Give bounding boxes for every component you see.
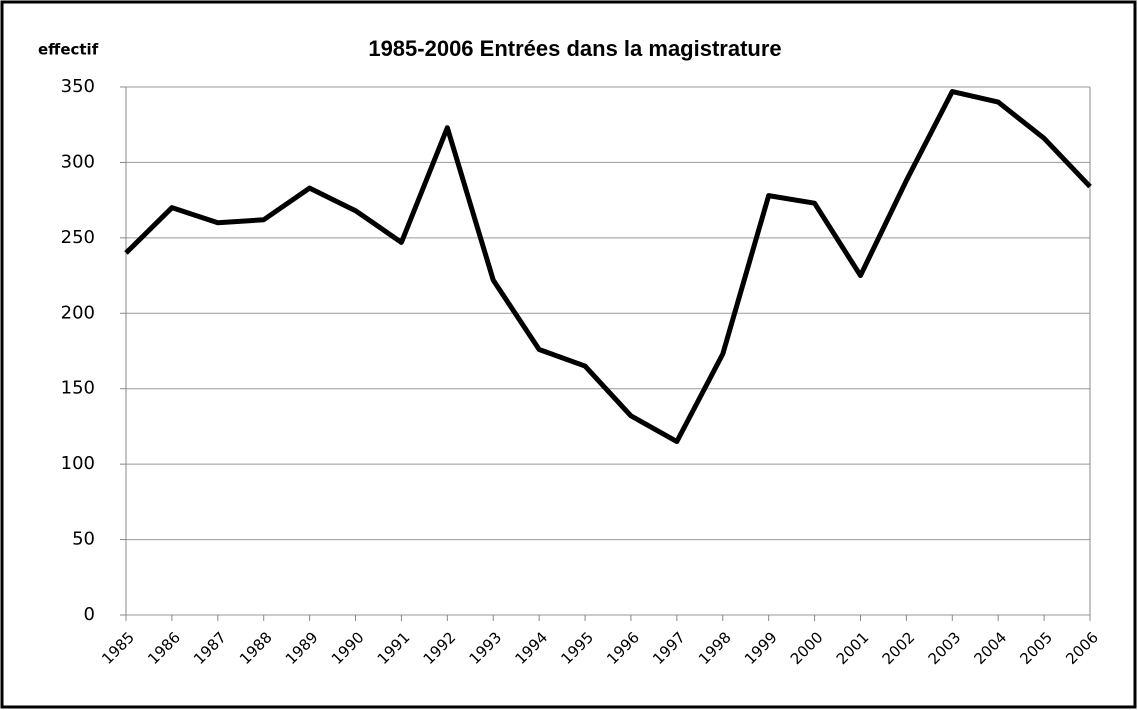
y-tick-label: 150 [61, 378, 95, 399]
y-tick-label: 200 [61, 302, 95, 323]
y-tick-label: 100 [61, 453, 95, 474]
y-axis-label: effectif [38, 41, 99, 59]
y-tick-label: 50 [72, 529, 95, 550]
y-tick-label: 350 [61, 76, 95, 97]
y-tick-label: 0 [84, 604, 95, 625]
chart-title: 1985-2006 Entrées dans la magistrature [368, 36, 781, 61]
data-line [124, 89, 1092, 445]
y-tick-label: 300 [61, 151, 95, 172]
y-tick-label: 250 [61, 227, 95, 248]
